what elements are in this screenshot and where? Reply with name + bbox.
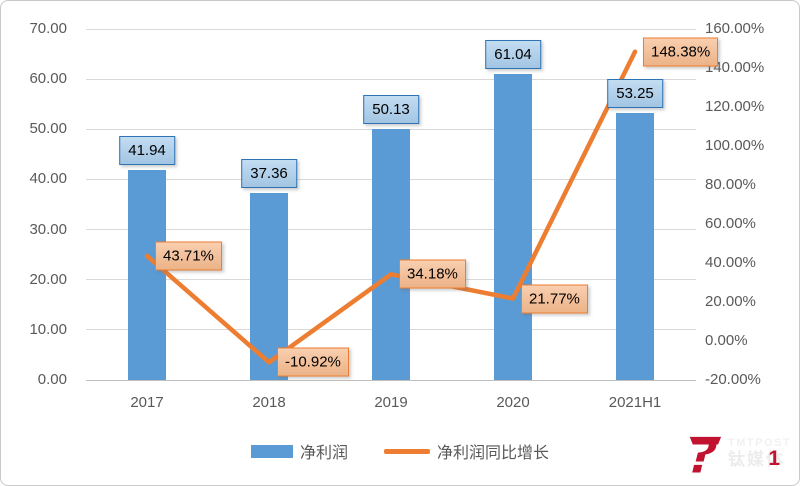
x-axis-label: 2019 xyxy=(374,394,408,411)
legend: 净利润 净利润同比增长 xyxy=(1,439,799,463)
logo-brand-cn-text: 钛媒体 xyxy=(728,450,785,469)
tmtpost-logo-icon xyxy=(689,436,722,473)
right-axis-tick: -20.00% xyxy=(705,371,761,388)
right-axis-tick: 100.00% xyxy=(705,137,765,154)
bar-data-label: 53.25 xyxy=(607,78,663,108)
gridline xyxy=(86,28,696,30)
logo-brand-en: TMTPOST xyxy=(728,437,792,449)
bar-data-label: 50.13 xyxy=(363,94,419,124)
line-data-label: -10.92% xyxy=(277,347,349,377)
right-axis-tick: 160.00% xyxy=(705,20,765,37)
left-axis-tick: 40.00 xyxy=(29,170,67,188)
legend-bar-label: 净利润 xyxy=(299,445,348,462)
left-axis-tick: 50.00 xyxy=(29,120,67,138)
plot-area xyxy=(86,28,696,381)
bar-data-label: 41.94 xyxy=(119,135,175,165)
x-axis-line xyxy=(86,379,696,381)
line-data-label: 148.38% xyxy=(643,37,719,67)
left-axis-tick: 70.00 xyxy=(29,20,67,37)
x-axis-labels: 2017 2018 2019 2020 2021H1 xyxy=(86,394,696,416)
legend-item-net-profit: 净利润 xyxy=(250,439,348,463)
x-axis-label: 2018 xyxy=(252,394,286,411)
bar xyxy=(616,112,654,380)
bar-data-label: 37.36 xyxy=(241,158,297,188)
legend-line-swatch-icon xyxy=(384,448,430,454)
right-axis-tick: 0.00% xyxy=(705,332,748,349)
left-axis-tick: 20.00 xyxy=(29,270,67,288)
legend-item-yoy-growth: 净利润同比增长 xyxy=(384,439,549,463)
legend-line-label: 净利润同比增长 xyxy=(437,445,550,462)
right-axis-tick: 60.00% xyxy=(705,215,756,232)
legend-bar-swatch-icon xyxy=(250,444,293,458)
right-axis-tick: 140.00% xyxy=(705,59,765,76)
bar xyxy=(128,169,166,380)
x-axis-label: 2021H1 xyxy=(608,394,662,411)
right-axis-tick: 120.00% xyxy=(705,98,765,115)
left-axis-tick: 0.00 xyxy=(37,371,67,388)
logo-text: TMTPOST 钛媒体 1 xyxy=(728,437,792,470)
bar xyxy=(372,128,410,380)
tmtpost-logo: TMTPOST 钛媒体 1 xyxy=(685,432,791,474)
line-data-label: 43.71% xyxy=(155,241,222,271)
logo-red-accent: 1 xyxy=(768,447,783,470)
right-axis-tick: 80.00% xyxy=(705,176,756,193)
logo-brand-cn: 钛媒体 1 xyxy=(728,447,791,470)
bar xyxy=(494,73,532,380)
left-axis: 70.00 60.00 50.00 40.00 30.00 20.00 10.00 0.00 xyxy=(1,1,67,485)
x-axis-label: 2017 xyxy=(130,394,164,411)
right-axis-tick: 40.00% xyxy=(705,254,756,271)
left-axis-tick: 30.00 xyxy=(29,220,67,238)
left-axis-tick: 60.00 xyxy=(29,70,67,88)
line-data-label: 34.18% xyxy=(399,259,466,289)
x-axis-label: 2020 xyxy=(496,394,530,411)
gridline xyxy=(86,78,696,80)
bar-data-label: 61.04 xyxy=(485,39,541,69)
right-axis: 160.00% 140.00% 120.00% 100.00% 80.00% 60.00%… xyxy=(705,1,797,485)
left-axis-tick: 10.00 xyxy=(29,320,67,338)
right-axis-tick: 20.00% xyxy=(705,293,756,310)
line-data-label: 21.77% xyxy=(521,284,588,314)
